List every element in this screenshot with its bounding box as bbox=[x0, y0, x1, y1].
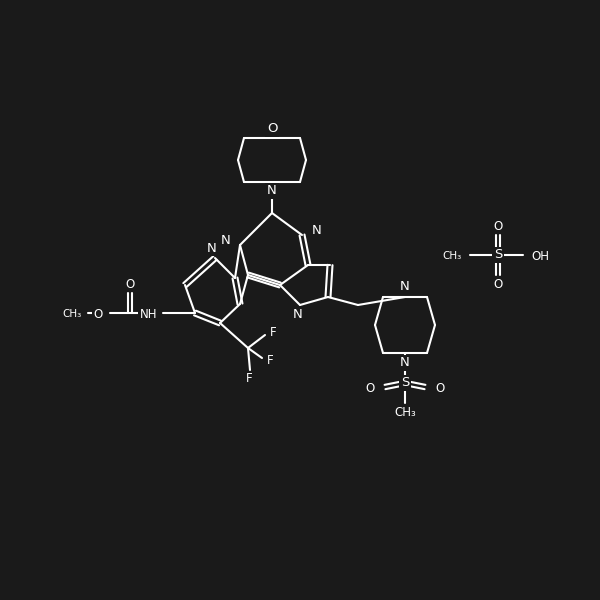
Text: O: O bbox=[366, 383, 375, 395]
Text: O: O bbox=[94, 307, 103, 320]
Text: N: N bbox=[400, 280, 410, 293]
Text: CH₃: CH₃ bbox=[443, 251, 462, 261]
Text: O: O bbox=[267, 122, 277, 136]
Text: N: N bbox=[267, 185, 277, 197]
Text: CH₃: CH₃ bbox=[394, 407, 416, 419]
Text: N: N bbox=[312, 224, 322, 238]
Text: CH₃: CH₃ bbox=[63, 309, 82, 319]
Text: N: N bbox=[220, 235, 230, 247]
Text: F: F bbox=[267, 353, 274, 367]
Text: N: N bbox=[293, 308, 303, 322]
Text: O: O bbox=[493, 220, 503, 232]
Text: N: N bbox=[207, 241, 217, 254]
Text: O: O bbox=[125, 277, 134, 290]
Text: F: F bbox=[270, 325, 277, 338]
Text: O: O bbox=[493, 277, 503, 290]
Text: NH: NH bbox=[139, 307, 157, 320]
Text: F: F bbox=[245, 373, 253, 385]
Text: N: N bbox=[400, 356, 410, 370]
Text: S: S bbox=[494, 248, 502, 262]
Text: S: S bbox=[401, 377, 409, 389]
Text: O: O bbox=[435, 383, 444, 395]
Text: OH: OH bbox=[531, 250, 549, 263]
